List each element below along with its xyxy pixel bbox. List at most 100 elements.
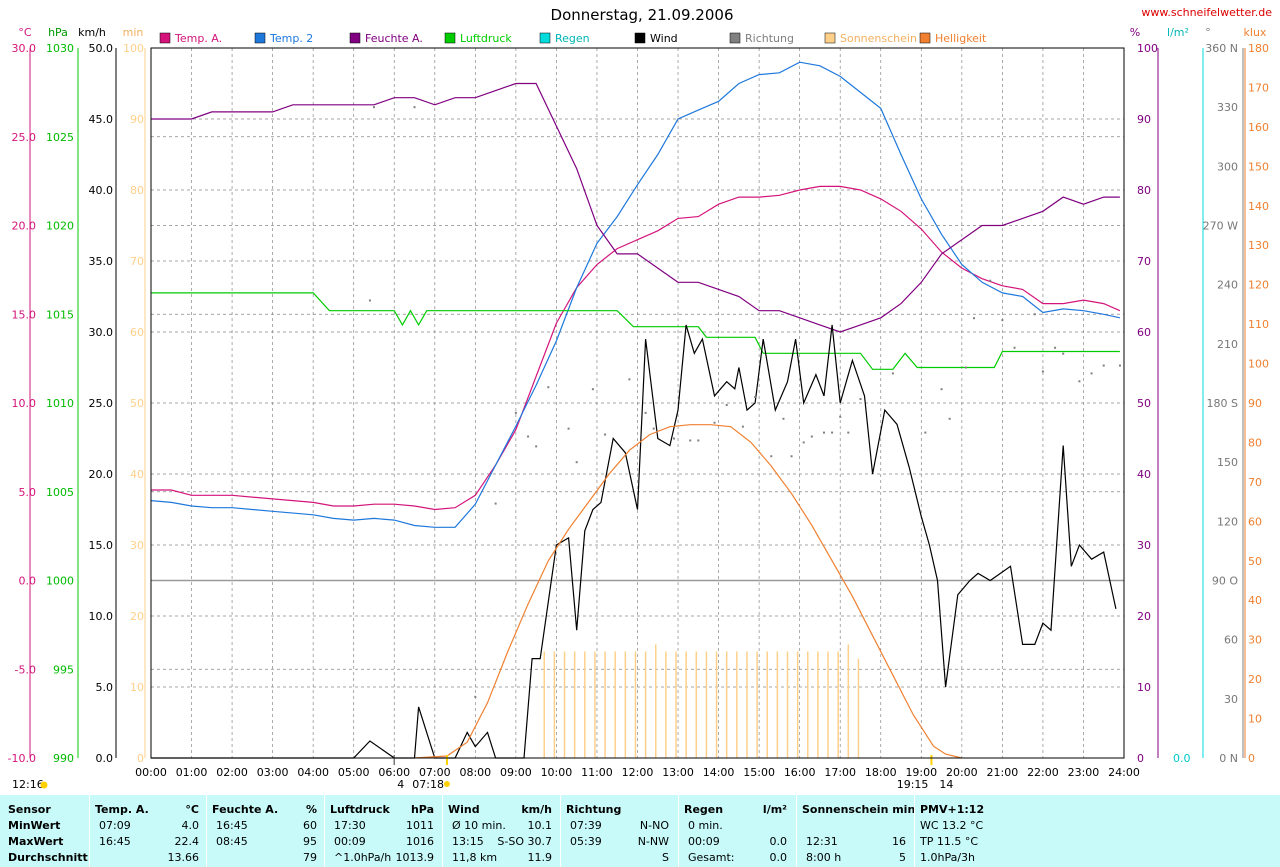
legend-swatch [729, 32, 741, 44]
direction-point [514, 411, 517, 414]
time-tick-label: 19:00 [905, 766, 937, 779]
time-tick-label: 13:00 [662, 766, 694, 779]
pct-tick-label: 70 [1137, 255, 1151, 268]
summary-feuchte-time: 08:45 [216, 835, 248, 848]
summary-luftdruck-value: 1013.9 [395, 851, 435, 864]
pct-tick-label: 60 [1137, 326, 1151, 339]
kmh-tick-label: 20.0 [89, 468, 114, 481]
hpa-tick-label: 1020 [46, 220, 74, 233]
hpa-tick-label: 1000 [46, 575, 74, 588]
time-tick-label: 11:00 [581, 766, 613, 779]
summary-header: Sensor [8, 803, 51, 816]
klux-tick-label: 80 [1248, 436, 1262, 449]
direction-point [770, 455, 773, 458]
min-tick-label: 30 [130, 539, 144, 552]
direction-point [754, 396, 757, 399]
pct-tick-label: 0 [1137, 752, 1144, 765]
klux-tick-label: 20 [1248, 673, 1262, 686]
sunset-label: 19:15 [897, 778, 929, 791]
kmh-tick-label: 40.0 [89, 184, 114, 197]
klux-tick-label: 140 [1248, 200, 1269, 213]
legend-swatch [919, 32, 931, 44]
dir-axis-unit: ° [1205, 26, 1211, 39]
summary-wind-time: 11,8 km [452, 851, 498, 864]
hpa-tick-label: 1030 [46, 42, 74, 55]
time-tick-label: 14:00 [703, 766, 735, 779]
direction-point [1090, 372, 1093, 375]
direction-point [782, 417, 785, 420]
summary-column-separator [206, 795, 207, 867]
summary-luftdruck-time: ^1.0hPa/h [334, 851, 392, 864]
direction-point [494, 502, 497, 505]
klux-tick-label: 70 [1248, 476, 1262, 489]
summary-row-label: MinWert [8, 819, 61, 832]
direction-point [413, 106, 416, 109]
dir-tick-label: 180 S [1207, 397, 1238, 410]
summary-feuchte-time: 16:45 [216, 819, 248, 832]
summary-wind-value: 10.1 [527, 819, 553, 832]
time-tick-label: 10:00 [541, 766, 573, 779]
min-tick-label: 100 [123, 42, 144, 55]
summary-pmv-value: WC 13.2 °C [920, 819, 984, 832]
direction-point [474, 695, 477, 698]
direction-point [1062, 352, 1065, 355]
time-tick-label: 05:00 [338, 766, 370, 779]
time-tick-label: 00:00 [135, 766, 167, 779]
summary-header: Richtung [566, 803, 622, 816]
summary-richtung-value: N-NO [639, 819, 669, 832]
klux-tick-label: 90 [1248, 397, 1262, 410]
chart-title: Donnerstag, 21.09.2006 [551, 6, 734, 24]
klux-tick-label: 0 [1248, 752, 1255, 765]
hpa-tick-label: 1015 [46, 308, 74, 321]
direction-point [790, 455, 793, 458]
temp-tick-label: -5.0 [15, 663, 36, 676]
klux-tick-label: 50 [1248, 555, 1262, 568]
summary-header-unit: km/h [521, 803, 552, 816]
pct-tick-label: 80 [1137, 184, 1151, 197]
direction-point [802, 441, 805, 444]
temp-tick-label: 15.0 [12, 308, 37, 321]
direction-point [839, 415, 842, 418]
time-tick-label: 04:00 [297, 766, 329, 779]
kmh-axis-unit: km/h [78, 26, 106, 39]
pct-axis-unit: % [1130, 26, 1140, 39]
legend: Temp. A. Temp. 2 Feuchte A. Luftdruck Regen W… [159, 32, 987, 45]
direction-point [547, 386, 550, 389]
time-tick-label: 01:00 [176, 766, 208, 779]
dir-tick-label: 90 O [1212, 575, 1238, 588]
direction-point [591, 388, 594, 391]
direction-point [725, 403, 728, 406]
summary-header: Feuchte A. [212, 803, 279, 816]
klux-tick-label: 40 [1248, 594, 1262, 607]
summary-sonne-time: 12:31 [806, 835, 838, 848]
summary-column-separator [796, 795, 797, 867]
summary-header: Wind [448, 803, 480, 816]
summary-luftdruck-value: 1011 [406, 819, 434, 832]
legend-label: Regen [555, 32, 590, 45]
min-tick-label: 80 [130, 184, 144, 197]
time-tick-label: 03:00 [257, 766, 289, 779]
summary-temp-time: 07:09 [99, 819, 131, 832]
temp-tick-label: 10.0 [12, 397, 37, 410]
kmh-tick-label: 25.0 [89, 397, 114, 410]
temp-tick-label: 30.0 [12, 42, 37, 55]
summary-header: PMV+1:12 [920, 803, 985, 816]
kmh-tick-label: 50.0 [89, 42, 114, 55]
summary-temp-value: 4.0 [181, 819, 200, 832]
summary-feuchte-value: 60 [303, 819, 317, 832]
hpa-tick-label: 1010 [46, 397, 74, 410]
klux-tick-label: 130 [1248, 239, 1269, 252]
time-tick-label: 17:00 [824, 766, 856, 779]
moonrise-icon [40, 781, 48, 789]
legend-label: Wind [650, 32, 678, 45]
time-tick-label: 02:00 [216, 766, 248, 779]
summary-sonne-time: 8:00 h [806, 851, 842, 864]
website-link[interactable]: www.schneifelwetter.de [1141, 6, 1272, 19]
direction-point [652, 427, 655, 430]
temp-a-line [151, 185, 1121, 511]
legend-label: Temp. A. [174, 32, 222, 45]
legend-label: Temp. 2 [269, 32, 313, 45]
dir-tick-label: 60 [1224, 634, 1238, 647]
summary-temp-value: 13.66 [167, 851, 200, 864]
kmh-tick-label: 0.0 [96, 752, 114, 765]
